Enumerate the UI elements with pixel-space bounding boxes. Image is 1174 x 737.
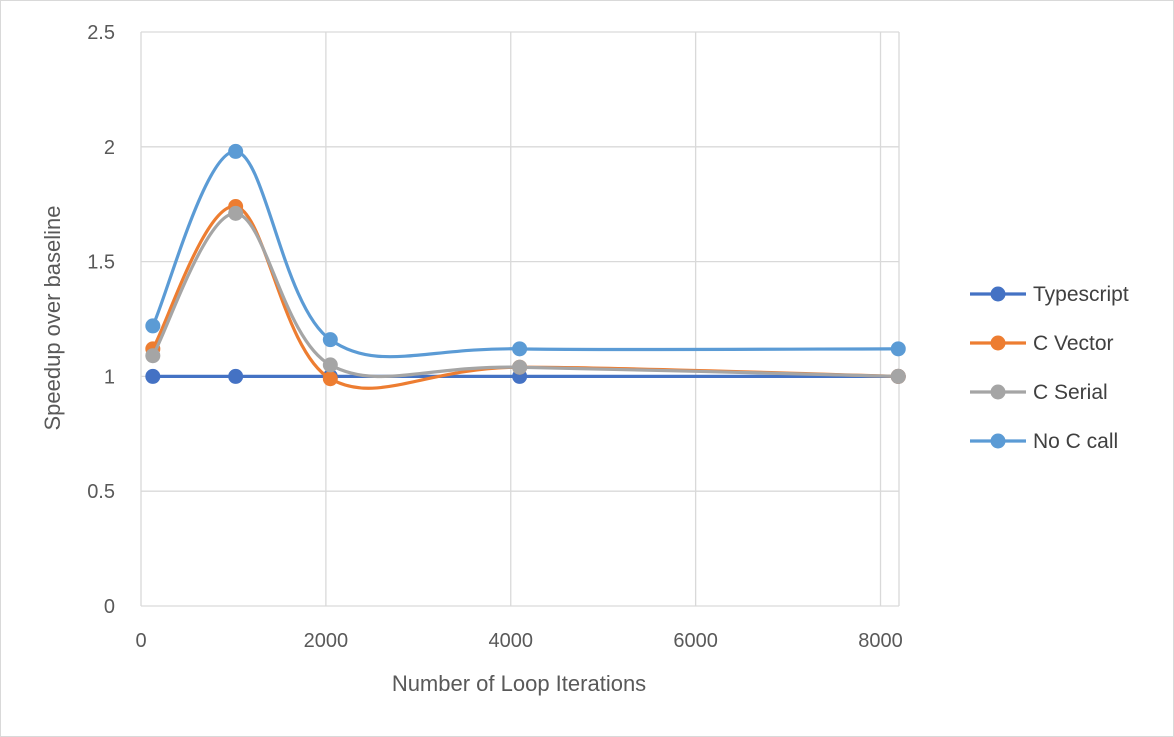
x-axis-title: Number of Loop Iterations [392,671,646,696]
legend-marker [990,335,1006,351]
data-point [145,348,161,364]
y-tick-label: 0.5 [87,481,115,503]
data-point [228,205,244,221]
series-line [151,211,900,379]
x-tick-label: 0 [135,630,146,652]
data-point [512,359,528,375]
legend-marker [990,286,1006,302]
y-tick-label: 0 [104,596,115,618]
legend-item: C Vector [970,332,1114,355]
gridlines [140,31,900,607]
series-c-serial [145,205,906,384]
data-point [228,143,244,159]
legend-item: C Serial [970,381,1108,404]
y-tick-label: 2.5 [87,22,115,44]
data-point [228,368,244,384]
tick-labels: 0 0.5 1 1.5 2 2.5 0 2000 4000 6000 8000 [87,22,903,652]
legend-marker [990,384,1006,400]
x-tick-label: 8000 [858,630,903,652]
legend-marker [990,433,1006,449]
legend: Typescript C Vector C Serial No C call [970,283,1129,453]
data-point [890,341,906,357]
legend-label: C Serial [1033,381,1108,404]
series-lines [145,143,906,390]
data-point [890,368,906,384]
y-tick-label: 2 [104,137,115,159]
legend-label: No C call [1033,430,1118,453]
y-tick-label: 1.5 [87,252,115,274]
series-line [151,149,900,359]
x-tick-label: 4000 [489,630,534,652]
data-point [322,357,338,373]
data-point [145,318,161,334]
legend-label: C Vector [1033,332,1114,355]
series-no-c-call [145,143,906,359]
data-point [322,332,338,348]
legend-item: No C call [970,430,1118,453]
x-tick-label: 6000 [673,630,718,652]
legend-item: Typescript [970,283,1129,306]
data-point [145,368,161,384]
data-point [512,341,528,357]
y-axis-title: Speedup over baseline [40,205,65,430]
data-point [322,371,338,387]
y-tick-label: 1 [104,366,115,388]
legend-label: Typescript [1033,283,1129,306]
x-tick-label: 2000 [304,630,349,652]
